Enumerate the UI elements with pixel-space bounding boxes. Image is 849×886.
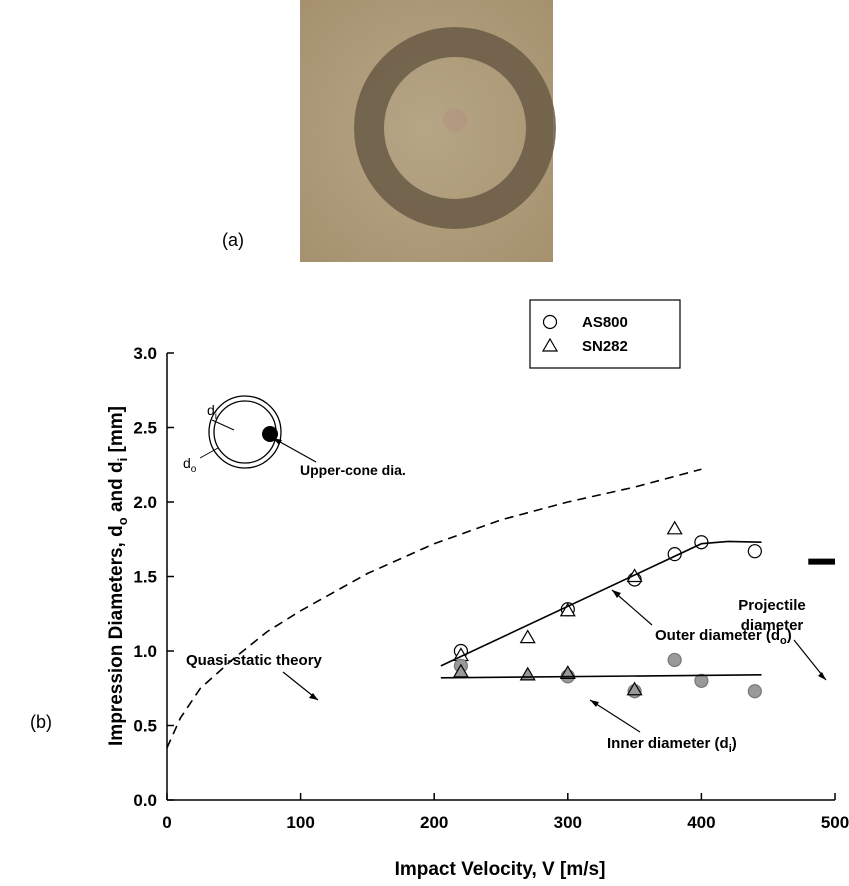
y-tick-label: 3.0 — [133, 344, 157, 363]
marker — [521, 668, 535, 680]
curve — [441, 541, 762, 665]
annotations: Quasi-static theory Outer diameter (do) … — [186, 590, 826, 755]
x-tick-label: 200 — [420, 813, 448, 832]
marker — [544, 316, 557, 329]
y-tick-label: 2.5 — [133, 419, 157, 438]
figure: (a) (b) 0.0 0.5 1.0 1.5 2.0 2.5 3.0 0 100 200 300 4… — [0, 0, 849, 886]
annotation: Quasi-static theory — [186, 652, 323, 669]
legend-label: AS800 — [582, 314, 628, 331]
marker — [748, 685, 761, 698]
legend-label: SN282 — [582, 338, 628, 355]
y-tick-label: 1.0 — [133, 642, 157, 661]
photo — [300, 0, 553, 262]
y-tick-label: 0.5 — [133, 717, 157, 736]
annotation: diameter — [741, 617, 804, 634]
inset: di do Upper-cone dia. — [183, 396, 406, 478]
marker — [668, 522, 682, 534]
x-tick-label: 100 — [286, 813, 314, 832]
marker — [668, 653, 681, 666]
x-tick-label: 500 — [821, 813, 849, 832]
y-axis-label: Impression Diameters, do and di [mm] — [106, 406, 130, 746]
y-tick-label: 1.5 — [133, 568, 157, 587]
marker — [695, 674, 708, 687]
legend-box — [530, 300, 680, 368]
marker — [748, 545, 761, 558]
x-axis-label: Impact Velocity, V [m/s] — [395, 859, 606, 880]
annotation: Upper-cone dia. — [300, 462, 406, 478]
arrowhead — [818, 672, 826, 680]
annotation: Projectile — [738, 597, 806, 614]
curve — [441, 675, 762, 678]
y-tick-label: 0.0 — [133, 791, 157, 810]
plot: 0.0 0.5 1.0 1.5 2.0 2.5 3.0 0 100 200 300 400 500 — [133, 344, 849, 832]
curve — [167, 469, 701, 748]
panel-label: (a) — [222, 230, 244, 250]
x-tick-label: 400 — [687, 813, 715, 832]
x-tick-label: 300 — [554, 813, 582, 832]
y-tick-label: 2.0 — [133, 493, 157, 512]
x-tick-label: 0 — [162, 813, 171, 832]
marker — [521, 631, 535, 643]
annotation: do — [183, 455, 197, 475]
arrowhead — [590, 700, 599, 707]
annotation: Inner diameter (di) — [607, 735, 737, 755]
panel-label: (b) — [30, 712, 52, 732]
marker — [695, 536, 708, 549]
arrow — [590, 700, 640, 732]
